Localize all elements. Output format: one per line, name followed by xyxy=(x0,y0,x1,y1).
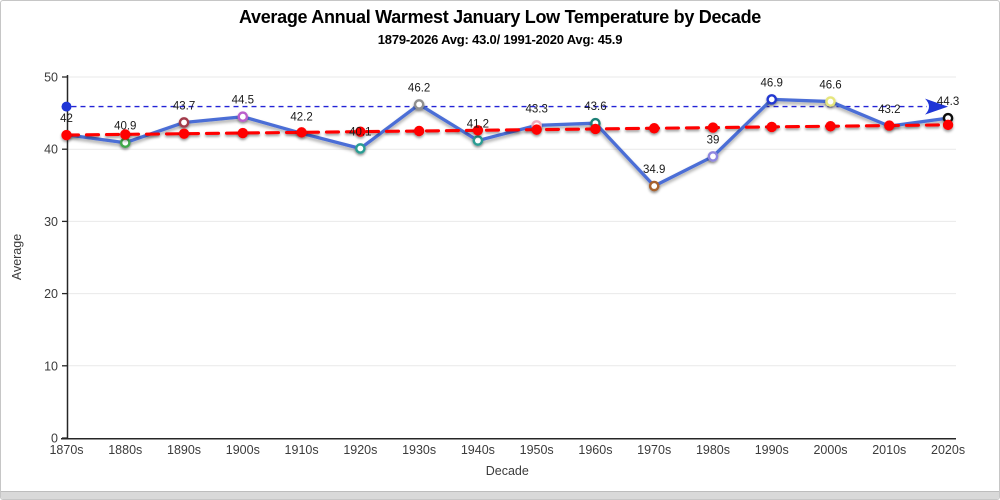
x-tick-label: 1900s xyxy=(226,443,260,457)
data-point-marker[interactable] xyxy=(413,99,425,110)
x-tick-label: 2020s xyxy=(931,443,965,457)
data-point-marker[interactable] xyxy=(766,94,778,105)
data-point-label: 40.9 xyxy=(114,121,136,133)
y-tick-label: 40 xyxy=(44,143,58,157)
data-point-label: 41.2 xyxy=(467,119,489,131)
y-tick-label: 10 xyxy=(44,359,58,373)
data-point-label: 46.6 xyxy=(819,80,841,92)
y-tick-label: 30 xyxy=(44,215,58,229)
data-point-marker[interactable] xyxy=(825,96,836,107)
data-point-label: 43.7 xyxy=(173,100,195,112)
bottom-scrollbar-track[interactable] xyxy=(1,491,999,499)
trend-point-marker xyxy=(472,125,484,136)
trend-point-marker xyxy=(178,128,190,139)
trend-point-marker xyxy=(942,119,954,131)
x-tick-label: 2000s xyxy=(813,443,847,457)
trend-point-marker xyxy=(531,124,542,135)
x-tick-label: 1980s xyxy=(696,443,730,457)
y-tick-label: 0 xyxy=(51,432,58,446)
x-tick-label: 2010s xyxy=(872,443,906,457)
data-point-label: 43.2 xyxy=(878,104,900,116)
data-point-marker[interactable] xyxy=(119,137,131,149)
series-line xyxy=(64,97,950,188)
data-point-marker[interactable] xyxy=(472,135,484,146)
data-point-label: 44.5 xyxy=(232,95,254,107)
data-point-marker[interactable] xyxy=(648,180,660,192)
x-tick-label: 1990s xyxy=(755,443,789,457)
x-tick-label: 1880s xyxy=(108,443,142,457)
x-tick-label: 1890s xyxy=(167,443,201,457)
trend-point-marker xyxy=(413,125,425,137)
data-point-label: 40.1 xyxy=(349,126,371,138)
trend-point-marker xyxy=(707,122,719,133)
data-point-label: 43.3 xyxy=(525,103,547,115)
y-axis-title: Average xyxy=(10,234,24,280)
data-point-label: 46.9 xyxy=(761,77,783,89)
data-point-marker[interactable] xyxy=(355,143,366,154)
trend-line xyxy=(64,123,950,137)
data-point-label: 44.3 xyxy=(937,96,959,108)
x-tick-label: 1940s xyxy=(461,443,495,457)
trend-point-marker xyxy=(825,121,836,132)
x-tick-label: 1920s xyxy=(343,443,377,457)
trend-point-marker xyxy=(296,127,307,138)
trend-point-marker xyxy=(61,129,72,141)
data-point-label: 46.2 xyxy=(408,82,430,94)
avg-line-start-marker xyxy=(61,101,72,112)
trend-point-marker xyxy=(120,129,131,140)
x-tick-label: 1910s xyxy=(285,443,319,457)
data-point-label: 39 xyxy=(707,134,720,146)
trend-point-marker xyxy=(766,121,777,133)
x-tick-label: 1870s xyxy=(49,443,83,457)
trend-point-marker xyxy=(884,120,895,131)
trend-point-marker xyxy=(649,123,660,134)
y-tick-label: 50 xyxy=(44,71,58,85)
data-point-marker[interactable] xyxy=(178,117,190,128)
data-point-label: 42.2 xyxy=(290,111,312,123)
x-axis-title: Decade xyxy=(486,464,529,478)
data-point-label: 34.9 xyxy=(643,164,665,176)
data-point-marker[interactable] xyxy=(707,151,719,162)
data-point-label: 43.6 xyxy=(584,101,606,113)
data-point-label: 42 xyxy=(60,113,73,125)
x-tick-label: 1970s xyxy=(637,443,671,457)
trend-point-marker xyxy=(237,127,249,139)
chart-subtitle: 1879-2026 Avg: 43.0/ 1991-2020 Avg: 45.9 xyxy=(377,32,623,47)
y-tick-label: 20 xyxy=(44,287,58,301)
x-tick-label: 1960s xyxy=(578,443,612,457)
x-tick-label: 1930s xyxy=(402,443,436,457)
x-tick-label: 1950s xyxy=(520,443,554,457)
data-point-marker[interactable] xyxy=(237,111,249,123)
avg-line-arrowhead-icon xyxy=(925,98,948,115)
chart-title: Average Annual Warmest January Low Tempe… xyxy=(238,7,762,27)
trend-point-marker xyxy=(355,126,366,137)
trend-point-marker xyxy=(590,123,601,135)
